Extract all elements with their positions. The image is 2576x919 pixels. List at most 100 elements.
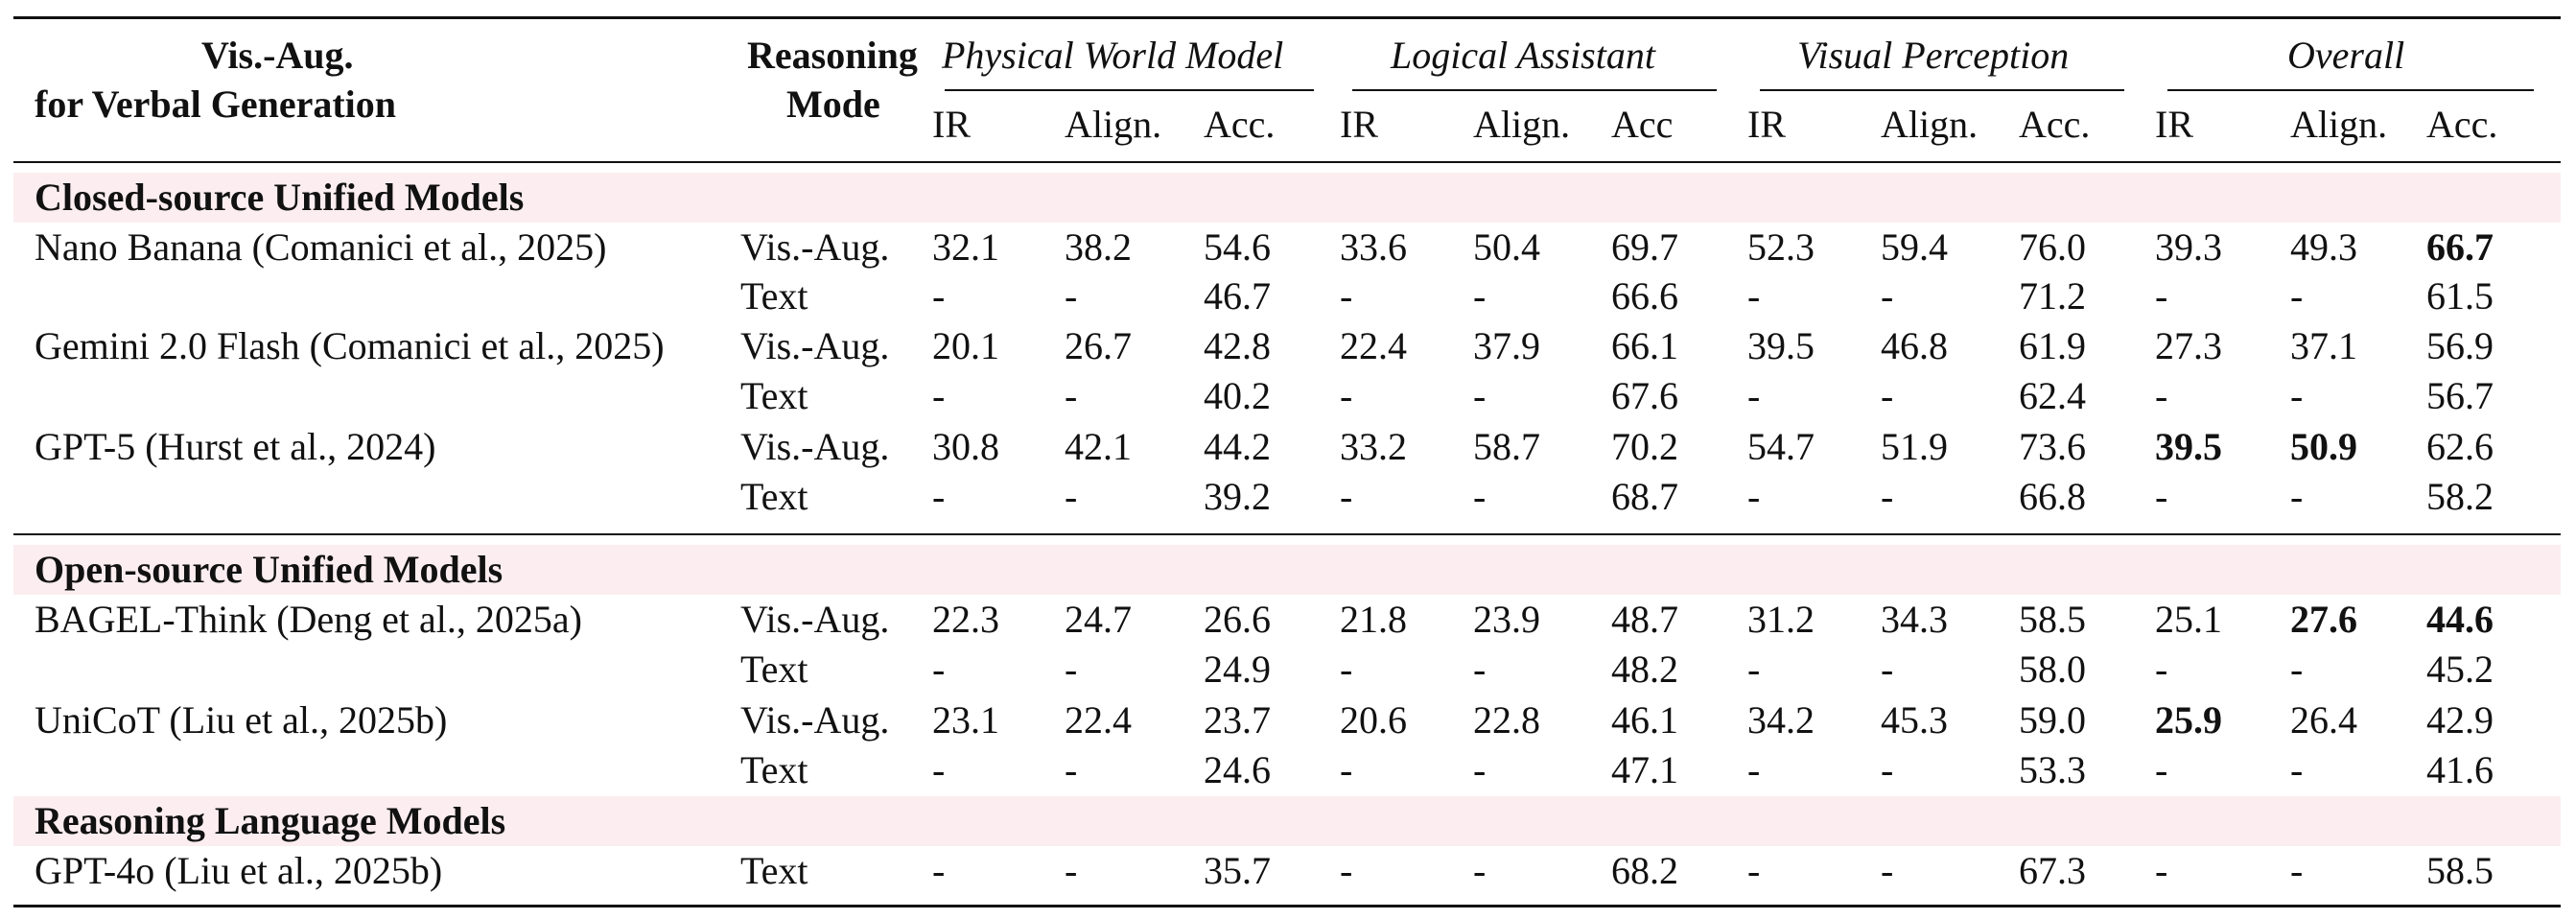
value-cell: 52.3 <box>1747 225 1815 269</box>
value-cell: 34.3 <box>1881 598 1948 641</box>
header-vis-aug: Vis.-Aug. <box>201 34 354 77</box>
group-rule-overall <box>2167 89 2534 91</box>
value-cell: - <box>2155 274 2168 318</box>
value-cell: - <box>1065 648 1078 691</box>
header-verbal-generation: for Verbal Generation <box>35 82 397 126</box>
value-cell: 22.3 <box>932 598 999 641</box>
value-cell: 26.6 <box>1204 598 1271 641</box>
section-band-reasoning <box>13 796 2561 846</box>
value-cell: - <box>2290 748 2304 791</box>
subheader-acc: Acc. <box>2019 103 2091 146</box>
group-rule-visual <box>1760 89 2124 91</box>
subheader-ir: IR <box>2155 103 2193 146</box>
value-cell: 71.2 <box>2019 274 2086 318</box>
group-overall: Overall <box>2287 34 2405 77</box>
value-cell: 26.7 <box>1065 324 1132 367</box>
bottom-rule <box>13 905 2561 907</box>
subheader-acc: Acc. <box>2426 103 2498 146</box>
value-cell: 58.0 <box>2019 648 2086 691</box>
value-cell: 61.9 <box>2019 324 2086 367</box>
value-cell: 21.8 <box>1340 598 1407 641</box>
value-cell: 48.7 <box>1611 598 1678 641</box>
reasoning-mode: Vis.-Aug. <box>740 324 890 367</box>
value-cell: 51.9 <box>1881 425 1948 468</box>
value-cell: 45.2 <box>2426 648 2494 691</box>
value-cell: - <box>2155 475 2168 518</box>
section-title: Closed-source Unified Models <box>35 176 525 219</box>
reasoning-mode: Vis.-Aug. <box>740 225 890 269</box>
value-cell: - <box>1473 374 1487 417</box>
value-cell: 33.6 <box>1340 225 1407 269</box>
value-cell: - <box>1340 849 1353 892</box>
reasoning-mode: Text <box>740 374 808 417</box>
value-cell: 25.9 <box>2155 698 2222 742</box>
section-divider-rule <box>13 533 2561 535</box>
value-cell: - <box>1881 849 1894 892</box>
value-cell: 66.6 <box>1611 274 1678 318</box>
value-cell: 46.7 <box>1204 274 1271 318</box>
value-cell: - <box>932 648 946 691</box>
value-cell: - <box>2155 374 2168 417</box>
value-cell: 24.6 <box>1204 748 1271 791</box>
value-cell: 20.6 <box>1340 698 1407 742</box>
value-cell: 22.4 <box>1065 698 1132 742</box>
value-cell: 53.3 <box>2019 748 2086 791</box>
value-cell: - <box>1065 374 1078 417</box>
value-cell: - <box>2290 374 2304 417</box>
value-cell: 23.1 <box>932 698 999 742</box>
value-cell: - <box>2290 274 2304 318</box>
value-cell: 50.9 <box>2290 425 2357 468</box>
subheader-acc: Acc <box>1611 103 1674 146</box>
value-cell: 66.8 <box>2019 475 2086 518</box>
value-cell: 67.3 <box>2019 849 2086 892</box>
value-cell: - <box>2290 849 2304 892</box>
subheader-align: Align. <box>1473 103 1571 146</box>
value-cell: 30.8 <box>932 425 999 468</box>
value-cell: 42.9 <box>2426 698 2494 742</box>
value-cell: 59.4 <box>1881 225 1948 269</box>
value-cell: 46.1 <box>1611 698 1678 742</box>
subheader-acc: Acc. <box>1204 103 1276 146</box>
value-cell: 32.1 <box>932 225 999 269</box>
value-cell: - <box>1340 374 1353 417</box>
value-cell: - <box>1340 748 1353 791</box>
value-cell: 39.3 <box>2155 225 2222 269</box>
value-cell: - <box>1881 475 1894 518</box>
value-cell: 49.3 <box>2290 225 2357 269</box>
value-cell: 37.9 <box>1473 324 1540 367</box>
section-band-open <box>13 545 2561 595</box>
value-cell: - <box>932 374 946 417</box>
subheader-ir: IR <box>1340 103 1378 146</box>
value-cell: 42.1 <box>1065 425 1132 468</box>
value-cell: - <box>1747 274 1761 318</box>
header-bottom-rule <box>13 161 2561 163</box>
section-title: Open-source Unified Models <box>35 548 503 591</box>
value-cell: 39.5 <box>2155 425 2222 468</box>
value-cell: 23.7 <box>1204 698 1271 742</box>
reasoning-mode: Vis.-Aug. <box>740 698 890 742</box>
value-cell: - <box>2155 849 2168 892</box>
value-cell: 68.7 <box>1611 475 1678 518</box>
value-cell: 27.3 <box>2155 324 2222 367</box>
value-cell: - <box>1473 274 1487 318</box>
value-cell: 45.3 <box>1881 698 1948 742</box>
value-cell: 41.6 <box>2426 748 2494 791</box>
value-cell: 42.8 <box>1204 324 1271 367</box>
value-cell: 24.7 <box>1065 598 1132 641</box>
value-cell: - <box>1065 849 1078 892</box>
value-cell: 23.9 <box>1473 598 1540 641</box>
value-cell: 58.5 <box>2019 598 2086 641</box>
value-cell: 66.7 <box>2426 225 2494 269</box>
value-cell: 54.6 <box>1204 225 1271 269</box>
reasoning-mode: Text <box>740 849 808 892</box>
model-name: Gemini 2.0 Flash (Comanici et al., 2025) <box>35 324 665 367</box>
reasoning-mode: Vis.-Aug. <box>740 598 890 641</box>
value-cell: 47.1 <box>1611 748 1678 791</box>
reasoning-mode: Text <box>740 748 808 791</box>
model-name: Nano Banana (Comanici et al., 2025) <box>35 225 607 269</box>
value-cell: - <box>2155 648 2168 691</box>
subheader-align: Align. <box>2290 103 2388 146</box>
reasoning-mode: Text <box>740 274 808 318</box>
value-cell: 39.2 <box>1204 475 1271 518</box>
